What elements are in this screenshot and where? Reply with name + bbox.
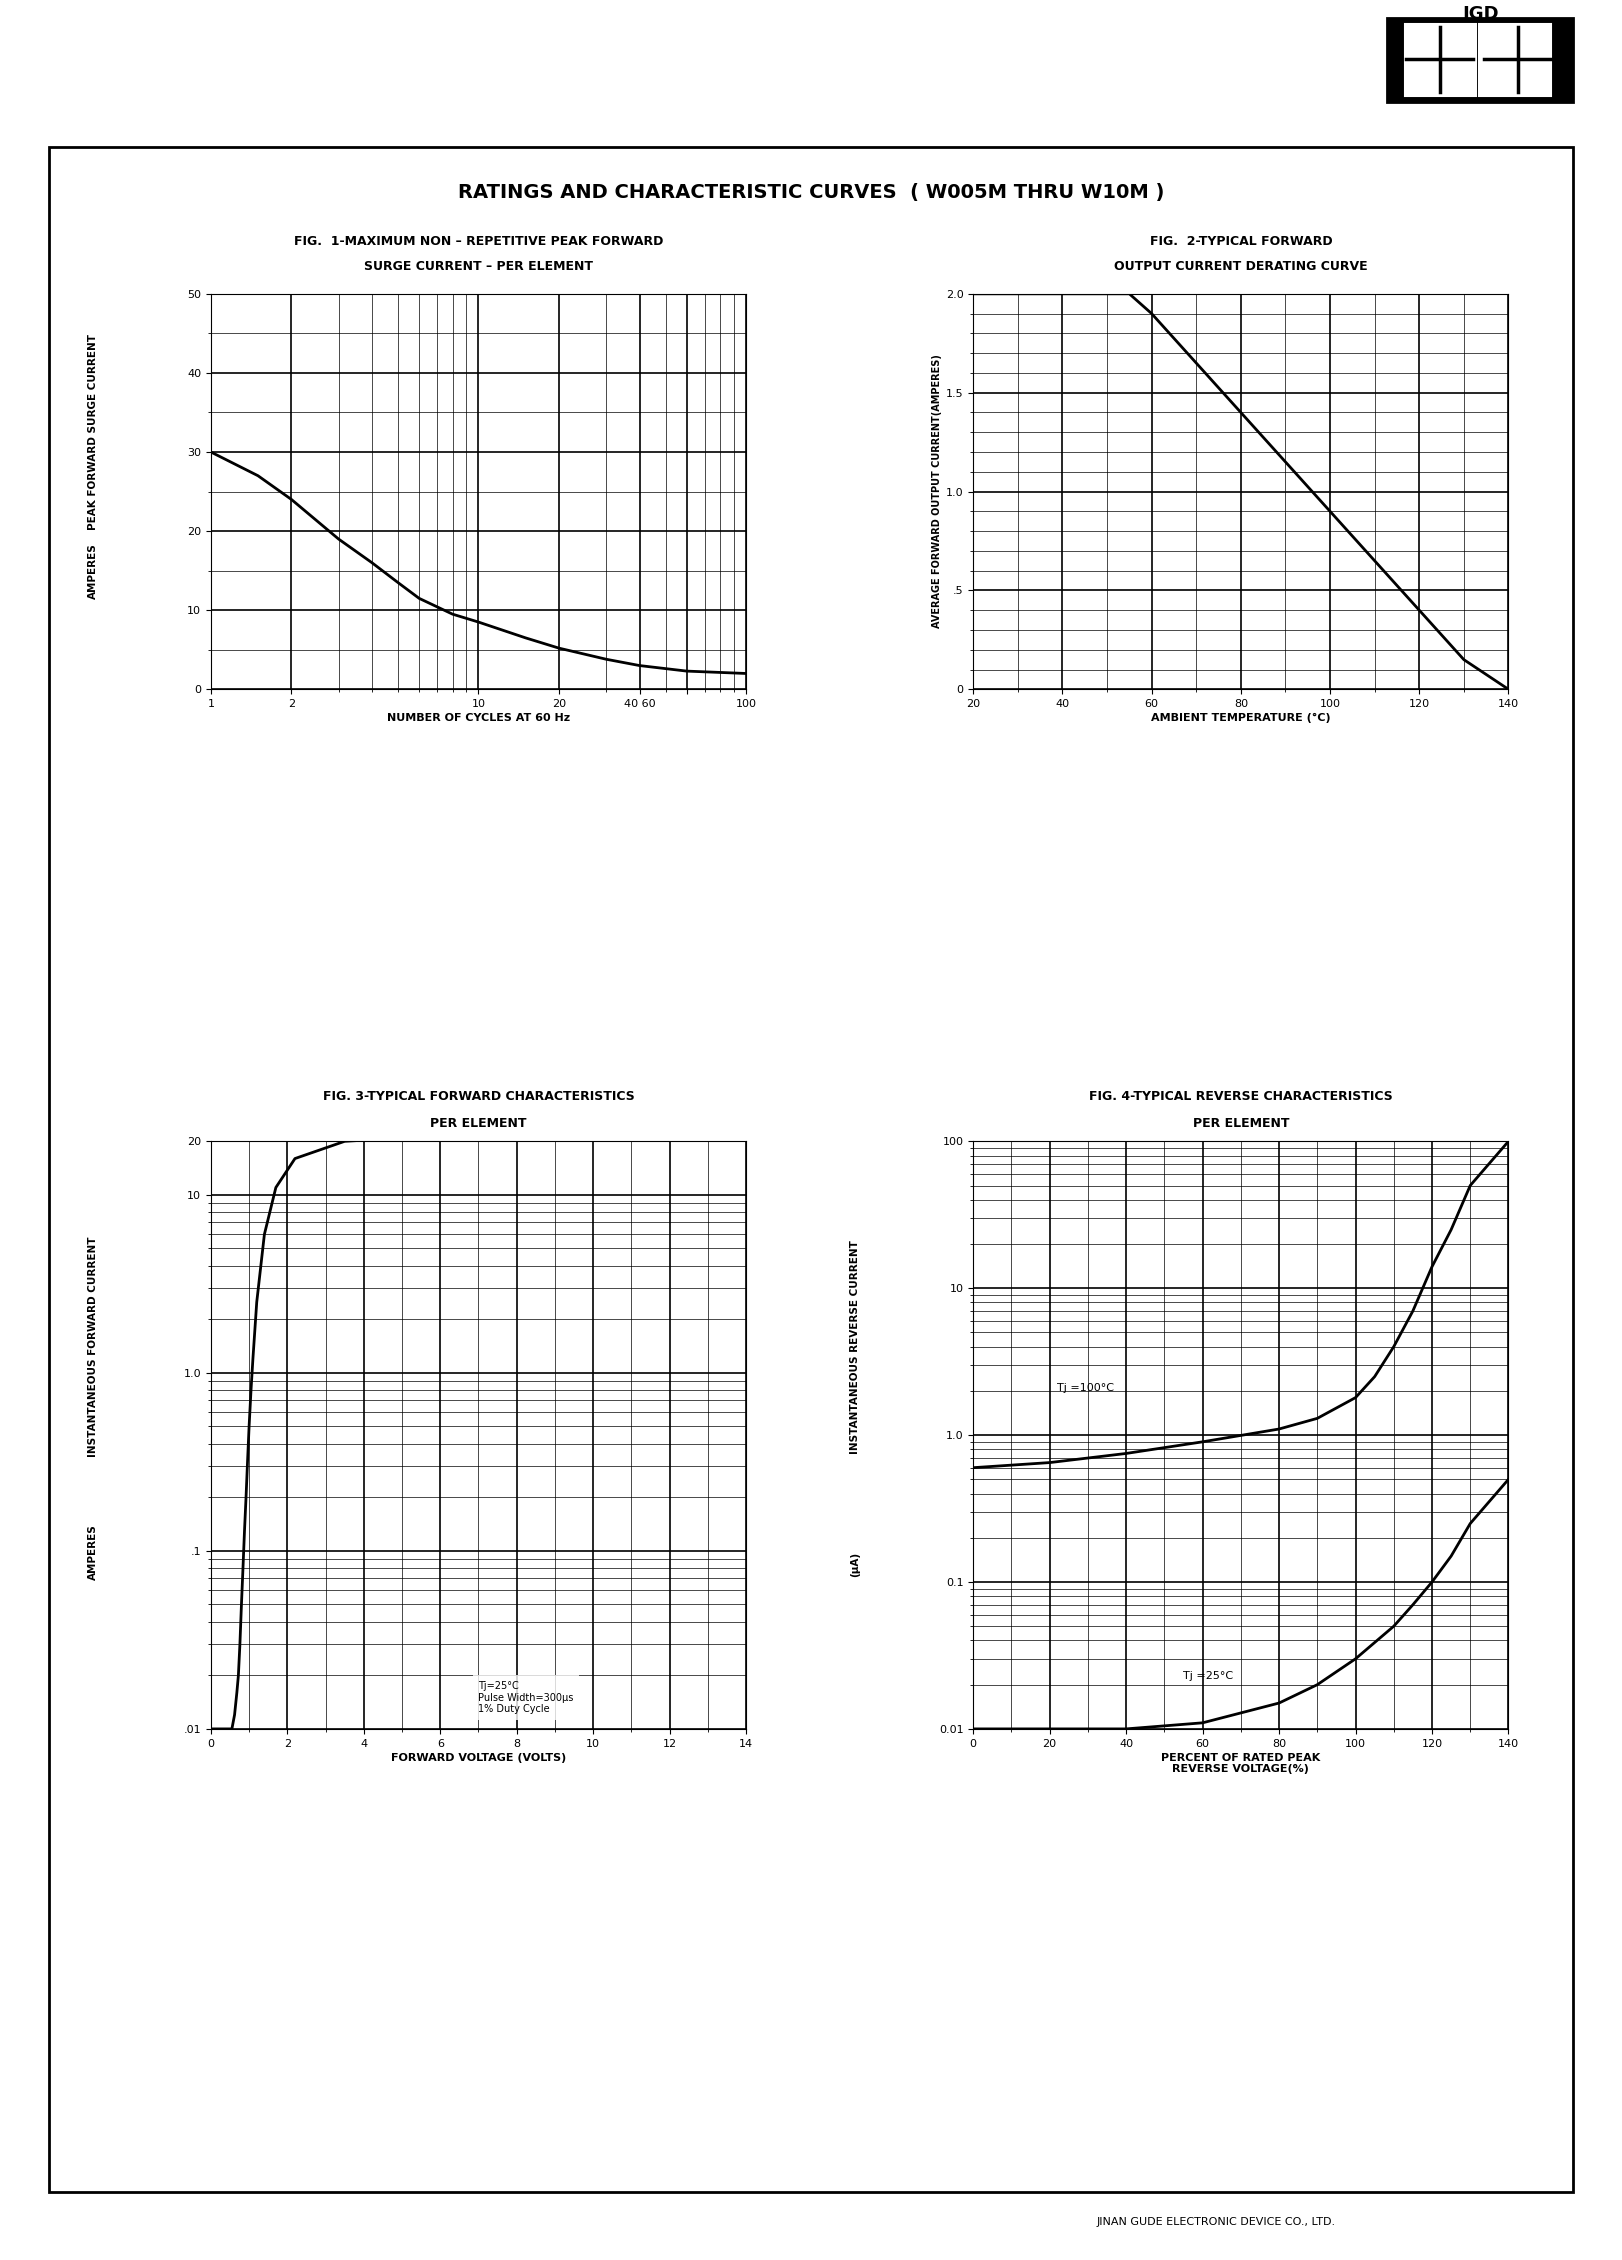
Y-axis label: AVERAGE FORWARD OUTPUT CURRENT(AMPERES): AVERAGE FORWARD OUTPUT CURRENT(AMPERES) <box>931 355 941 628</box>
Bar <box>1405 25 1476 97</box>
Bar <box>1479 25 1551 97</box>
Text: SURGE CURRENT – PER ELEMENT: SURGE CURRENT – PER ELEMENT <box>363 260 594 273</box>
Text: Tj =100°C: Tj =100°C <box>1058 1383 1114 1392</box>
Text: JGD: JGD <box>1463 5 1499 23</box>
Text: AMPERES: AMPERES <box>88 542 97 599</box>
Text: RATINGS AND CHARACTERISTIC CURVES  ( W005M THRU W10M ): RATINGS AND CHARACTERISTIC CURVES ( W005… <box>457 183 1165 201</box>
X-axis label: PERCENT OF RATED PEAK
REVERSE VOLTAGE(%): PERCENT OF RATED PEAK REVERSE VOLTAGE(%) <box>1161 1754 1320 1774</box>
Text: Tj=25°C
Pulse Width=300μs
1% Duty Cycle: Tj=25°C Pulse Width=300μs 1% Duty Cycle <box>478 1681 574 1713</box>
Text: FIG.  2-TYPICAL FORWARD: FIG. 2-TYPICAL FORWARD <box>1150 235 1332 249</box>
Text: PER ELEMENT: PER ELEMENT <box>430 1116 527 1130</box>
X-axis label: AMBIENT TEMPERATURE (°C): AMBIENT TEMPERATURE (°C) <box>1152 714 1330 723</box>
Text: OUTPUT CURRENT DERATING CURVE: OUTPUT CURRENT DERATING CURVE <box>1114 260 1367 273</box>
Text: JINAN GUDE ELECTRONIC DEVICE CO., LTD.: JINAN GUDE ELECTRONIC DEVICE CO., LTD. <box>1096 2217 1337 2226</box>
X-axis label: FORWARD VOLTAGE (VOLTS): FORWARD VOLTAGE (VOLTS) <box>391 1754 566 1763</box>
Bar <box>1403 23 1557 97</box>
Text: FIG. 4-TYPICAL REVERSE CHARACTERISTICS: FIG. 4-TYPICAL REVERSE CHARACTERISTICS <box>1088 1089 1393 1103</box>
Text: INSTANTANEOUS FORWARD CURRENT: INSTANTANEOUS FORWARD CURRENT <box>88 1236 97 1458</box>
Text: FIG. 3-TYPICAL FORWARD CHARACTERISTICS: FIG. 3-TYPICAL FORWARD CHARACTERISTICS <box>323 1089 634 1103</box>
Text: Tj =25°C: Tj =25°C <box>1184 1670 1234 1681</box>
X-axis label: NUMBER OF CYCLES AT 60 Hz: NUMBER OF CYCLES AT 60 Hz <box>388 714 569 723</box>
Text: (μA): (μA) <box>850 1553 860 1577</box>
Text: AMPERES: AMPERES <box>88 1526 97 1580</box>
Text: PER ELEMENT: PER ELEMENT <box>1192 1116 1289 1130</box>
Text: FIG.  1-MAXIMUM NON – REPETITIVE PEAK FORWARD: FIG. 1-MAXIMUM NON – REPETITIVE PEAK FOR… <box>294 235 663 249</box>
Bar <box>1387 18 1573 102</box>
Text: PEAK FORWARD SURGE CURRENT: PEAK FORWARD SURGE CURRENT <box>88 334 97 531</box>
Text: INSTANTANEOUS REVERSE CURRENT: INSTANTANEOUS REVERSE CURRENT <box>850 1241 860 1453</box>
